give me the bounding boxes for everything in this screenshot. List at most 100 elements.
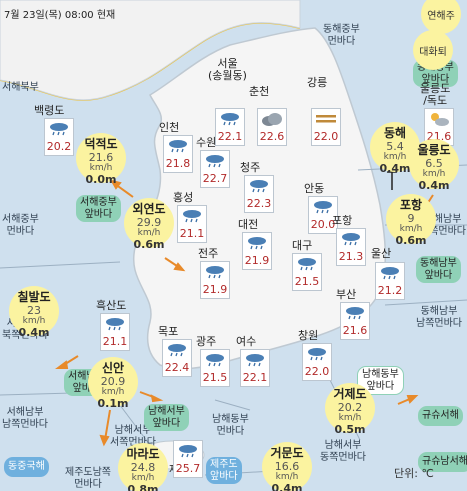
city-name: 전주: [198, 247, 219, 260]
zone-pill[interactable]: 규슈남서해: [418, 452, 467, 472]
marine-station[interactable]: 거문도 16.6 km/h 0.4m: [262, 442, 312, 491]
city-weather-box[interactable]: 21.1: [177, 205, 207, 243]
city-weather-box[interactable]: 21.3: [336, 228, 366, 266]
sea-label: 남해서부 동쪽먼바다: [320, 440, 366, 463]
wind-unit: km/h: [89, 163, 113, 173]
rain-icon: [293, 254, 321, 274]
city-temp: 21.5: [294, 275, 320, 288]
city-weather-box[interactable]: 21.5: [292, 253, 322, 291]
marine-station[interactable]: 거제도 20.2 km/h 0.5m: [325, 383, 375, 436]
city-temp: 22.4: [164, 361, 190, 374]
marine-station[interactable]: 동해 5.4 km/h 0.4m: [370, 122, 420, 175]
city-name: 청주: [240, 161, 261, 174]
wind-unit: km/h: [422, 169, 446, 179]
city-temp: 21.9: [244, 254, 270, 267]
city-temp: 21.1: [102, 335, 128, 348]
sun-cloud-icon: [425, 109, 453, 129]
city-temp: 22.7: [202, 172, 228, 185]
north-land: [0, 0, 301, 101]
wave-height: 0.4m: [379, 162, 411, 175]
zone-pill[interactable]: 동중국해: [4, 457, 49, 477]
wind-speed: 23: [27, 304, 41, 317]
city-name: 강릉: [307, 76, 328, 89]
marine-station[interactable]: 신안 20.9 km/h 0.1m: [88, 357, 138, 410]
rain-icon: [45, 119, 73, 139]
zone-pill[interactable]: 남해서부 앞바다: [144, 404, 189, 431]
city-weather-box[interactable]: 22.4: [162, 339, 192, 377]
station-name: 포항: [399, 198, 423, 212]
rain-icon: [376, 263, 404, 283]
marine-station[interactable]: 마라도 24.8 km/h 0.8m: [118, 443, 168, 491]
city-weather-box[interactable]: 21.8: [163, 135, 193, 173]
city-name: 대구: [292, 239, 313, 252]
city-temp: 22.6: [259, 130, 285, 143]
wave-height: 0.5m: [334, 423, 366, 436]
city-temp: 21.6: [342, 324, 368, 337]
city-weather-box[interactable]: 22.0: [311, 108, 341, 146]
haze-icon: [312, 109, 340, 129]
wind-speed: 6.5: [425, 157, 443, 170]
rain-icon: [303, 344, 331, 364]
city-temp: 21.9: [202, 283, 228, 296]
wave-height: 0.6m: [395, 234, 427, 247]
city-weather-box[interactable]: 20.2: [44, 118, 74, 156]
city-weather-box[interactable]: 22.1: [215, 108, 245, 146]
marine-station[interactable]: 덕적도 21.6 km/h 0.0m: [76, 133, 126, 186]
city-temp: 22.1: [242, 371, 268, 384]
wind-unit: km/h: [22, 316, 46, 326]
wind-unit: km/h: [131, 473, 155, 483]
city-weather-box[interactable]: 22.1: [240, 349, 270, 387]
city-weather-box[interactable]: 21.9: [242, 232, 272, 270]
wind-unit: km/h: [399, 224, 423, 234]
city-weather-box[interactable]: 21.5: [200, 349, 230, 387]
city-temp: 21.1: [179, 227, 205, 240]
city-name: 춘천: [249, 85, 270, 98]
city-name: 울릉도 /독도: [420, 82, 451, 107]
city-name: 대전: [238, 218, 259, 231]
city-weather-box[interactable]: 22.3: [244, 175, 274, 213]
rain-icon: [245, 176, 273, 196]
zone-pill[interactable]: 규슈서해: [418, 406, 463, 426]
station-name: 울릉도: [417, 143, 451, 157]
city-weather-box[interactable]: 22.6: [257, 108, 287, 146]
city-temp: 22.1: [217, 130, 243, 143]
wave-height: 0.4m: [418, 179, 450, 192]
city-name: 광주: [196, 335, 217, 348]
city-temp: 21.5: [202, 371, 228, 384]
city-temp: 22.0: [313, 130, 339, 143]
marine-station[interactable]: 포항 9 km/h 0.6m: [386, 194, 436, 247]
sea-label: 동해중부 먼바다: [323, 24, 360, 47]
region-button[interactable]: 연해주: [421, 0, 461, 34]
city-weather-box[interactable]: 22.7: [200, 150, 230, 188]
city-name: 부산: [336, 288, 357, 301]
zone-pill[interactable]: 제주도 앞바다: [206, 457, 242, 484]
city-name: 창원: [298, 329, 319, 342]
city-temp: 21.2: [377, 284, 403, 297]
city-weather-box[interactable]: 21.9: [200, 261, 230, 299]
city-name: 흑산도: [96, 299, 127, 312]
city-name: 안동: [304, 182, 325, 195]
wind-speed: 20.2: [337, 401, 363, 414]
marine-station[interactable]: 외연도 29.9 km/h 0.6m: [124, 198, 174, 251]
sea-label: 제주도남쪽 먼바다: [65, 467, 111, 490]
city-weather-box[interactable]: 25.7: [173, 440, 203, 478]
wave-height: 0.6m: [133, 238, 165, 251]
rain-icon: [201, 262, 229, 282]
city-weather-box[interactable]: 20.0: [308, 196, 338, 234]
station-name: 덕적도: [84, 137, 118, 151]
zone-pill[interactable]: 서해중부 앞바다: [76, 195, 121, 222]
wind-unit: km/h: [137, 228, 161, 238]
wind-speed: 5.4: [386, 140, 404, 153]
region-button[interactable]: 대화퇴: [413, 30, 453, 70]
city-weather-box[interactable]: 21.6: [340, 302, 370, 340]
marine-station[interactable]: 울릉도 6.5 km/h 0.4m: [409, 139, 459, 192]
marine-station[interactable]: 칠발도 23 km/h 0.4m: [9, 286, 59, 339]
zone-pill[interactable]: 동해남부 앞바다: [416, 256, 461, 283]
city-weather-box[interactable]: 22.0: [302, 343, 332, 381]
city-name: 포항: [332, 214, 353, 227]
city-weather-box[interactable]: 21.2: [375, 262, 405, 300]
station-name: 마라도: [126, 447, 160, 461]
city-weather-box[interactable]: 21.1: [100, 313, 130, 351]
city-name: 수원: [196, 136, 217, 149]
